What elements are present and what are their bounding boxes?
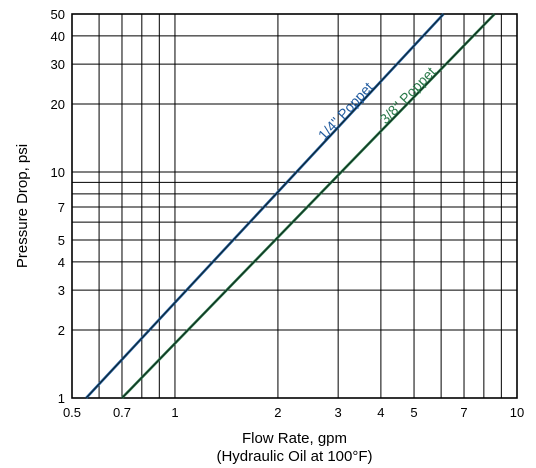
series-label: 3/8" Poppet [376,64,438,127]
x-tick-labels: 0.5 0.7 1 2 3 4 5 7 10 [63,405,524,420]
series-line-core [121,13,495,399]
series-label: 1/4" Poppet [315,79,376,143]
x-tick-label: 7 [460,405,467,420]
y-tick-label: 3 [58,283,65,298]
x-axis-sublabel: (Hydraulic Oil at 100°F) [216,448,372,465]
x-tick-label: 5 [410,405,417,420]
y-tick-label: 20 [51,97,65,112]
y-tick-label: 10 [51,165,65,180]
y-tick-label: 2 [58,323,65,338]
series: 1/4" Poppet 3/8" Poppet [85,13,496,399]
x-tick-label: 4 [377,405,384,420]
y-tick-label: 4 [58,255,65,270]
x-tick-label: 0.7 [113,405,131,420]
y-tick-label: 50 [51,7,65,22]
x-axis-label: Flow Rate, gpm [242,430,347,447]
y-tick-labels: 1 2 3 4 5 7 10 20 30 40 50 [51,7,65,406]
x-tick-label: 0.5 [63,405,81,420]
y-tick-label: 5 [58,233,65,248]
y-tick-label: 1 [58,391,65,406]
x-tick-label: 2 [274,405,281,420]
series-line-core [85,13,444,399]
plot-frame [71,13,518,399]
x-tick-label: 10 [510,405,524,420]
y-tick-label: 7 [58,200,65,215]
y-tick-label: 30 [51,57,65,72]
x-tick-label: 1 [171,405,178,420]
x-tick-label: 3 [335,405,342,420]
y-axis-label: Pressure Drop, psi [14,144,31,268]
y-tick-label: 40 [51,29,65,44]
